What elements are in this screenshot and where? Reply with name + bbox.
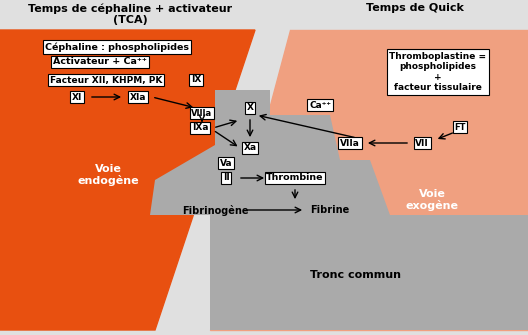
Text: IX: IX: [191, 75, 201, 84]
Polygon shape: [150, 90, 528, 330]
Text: VII: VII: [415, 138, 429, 147]
Text: Activateur + Ca⁺⁺: Activateur + Ca⁺⁺: [53, 58, 147, 67]
Text: Temps de Quick: Temps de Quick: [366, 3, 464, 13]
Text: IXa: IXa: [192, 124, 208, 133]
Text: Voie
endogène: Voie endogène: [77, 163, 139, 186]
Text: Temps de céphaline + activateur
(TCA): Temps de céphaline + activateur (TCA): [28, 3, 232, 25]
Text: Fibrine: Fibrine: [310, 205, 350, 215]
Polygon shape: [0, 30, 255, 330]
Text: XIa: XIa: [130, 92, 146, 102]
Text: Céphaline : phospholipides: Céphaline : phospholipides: [45, 42, 189, 52]
Text: Voie
exogène: Voie exogène: [406, 189, 458, 211]
Polygon shape: [210, 30, 528, 330]
Text: Tronc commun: Tronc commun: [309, 270, 401, 280]
Text: XI: XI: [72, 92, 82, 102]
Text: VIIIa: VIIIa: [192, 109, 213, 118]
Text: II: II: [223, 174, 229, 183]
Text: VIIa: VIIa: [340, 138, 360, 147]
Text: Thrombine: Thrombine: [266, 174, 324, 183]
Text: Facteur XII, KHPM, PK: Facteur XII, KHPM, PK: [50, 75, 162, 84]
Text: Thromboplastine =
phospholipides
+
facteur tissulaire: Thromboplastine = phospholipides + facte…: [390, 52, 487, 92]
Text: Fibrinogène: Fibrinogène: [182, 204, 248, 215]
Text: Ca⁺⁺: Ca⁺⁺: [309, 100, 331, 110]
Text: X: X: [247, 104, 253, 113]
Text: FT: FT: [454, 123, 466, 132]
Text: Xa: Xa: [243, 143, 257, 152]
Text: Va: Va: [220, 158, 232, 168]
